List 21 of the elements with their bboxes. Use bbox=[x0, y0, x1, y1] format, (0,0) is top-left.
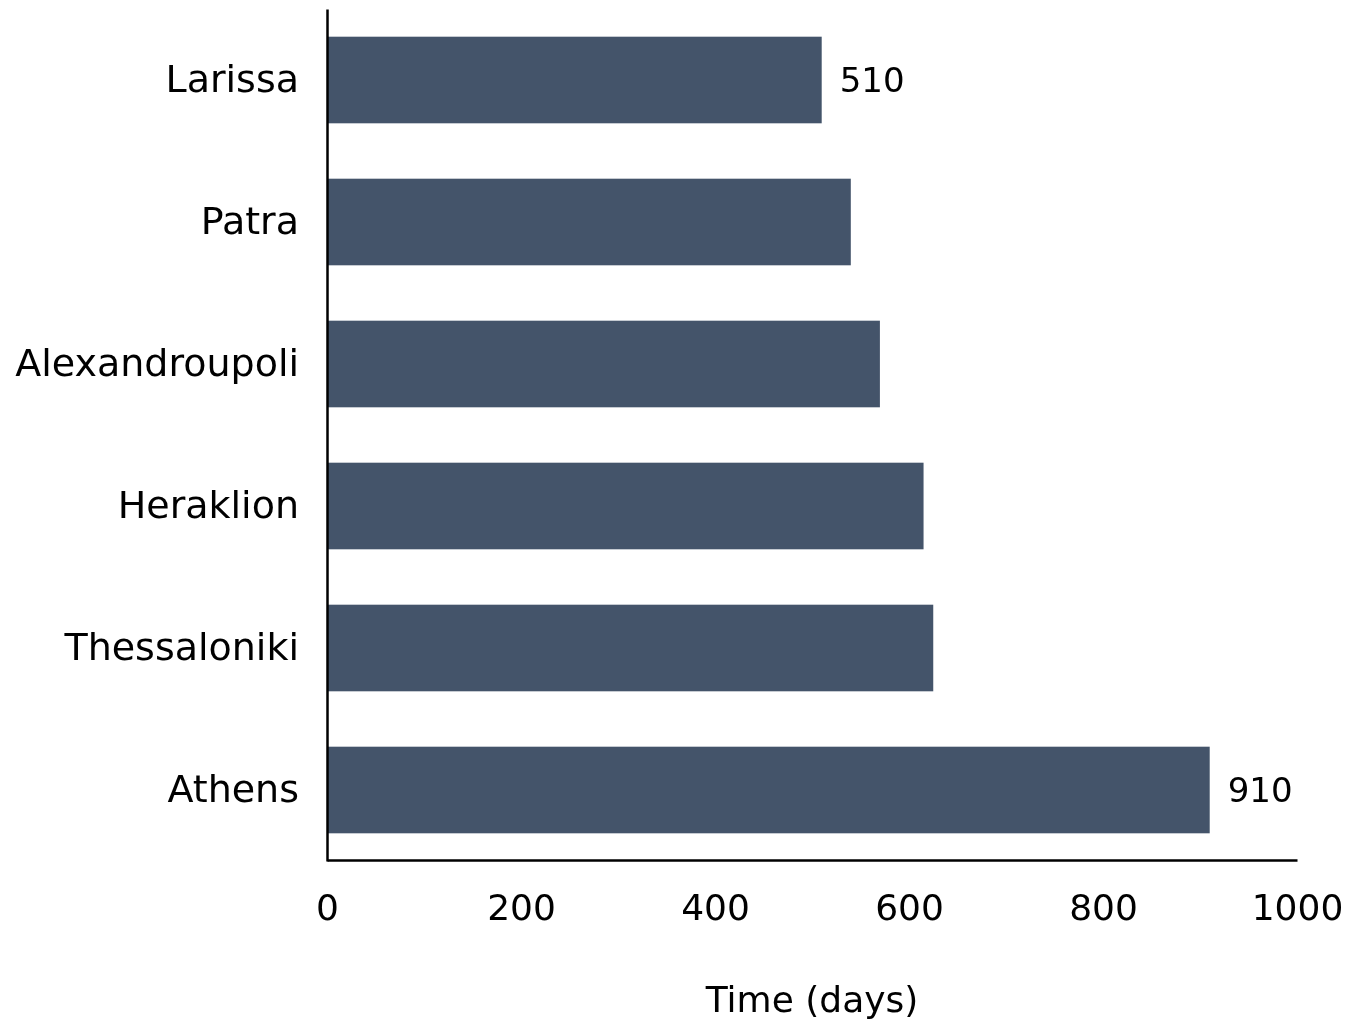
bar bbox=[327, 36, 822, 124]
bar bbox=[327, 746, 1210, 834]
x-tick-label: 600 bbox=[875, 886, 944, 928]
x-tick-label: 200 bbox=[487, 886, 556, 928]
y-tick-label: Athens bbox=[167, 767, 299, 812]
data-label: 510 bbox=[839, 59, 905, 100]
data-label: 910 bbox=[1227, 769, 1293, 810]
bar bbox=[327, 462, 924, 550]
y-tick-label: Alexandroupoli bbox=[15, 341, 299, 386]
bar bbox=[327, 604, 934, 692]
x-tick-label: 800 bbox=[1069, 886, 1138, 928]
x-tick-label: 400 bbox=[681, 886, 750, 928]
x-tick-label: 1000 bbox=[1251, 886, 1344, 928]
y-tick-label: Heraklion bbox=[117, 483, 299, 528]
x-axis-title: Time (days) bbox=[704, 979, 919, 1020]
bar bbox=[327, 178, 851, 266]
x-tick-label: 0 bbox=[316, 886, 339, 928]
y-tick-label: Thessaloniki bbox=[63, 625, 299, 670]
bar bbox=[327, 320, 880, 408]
y-tick-label: Patra bbox=[200, 199, 299, 244]
y-tick-label: Larissa bbox=[165, 57, 299, 102]
